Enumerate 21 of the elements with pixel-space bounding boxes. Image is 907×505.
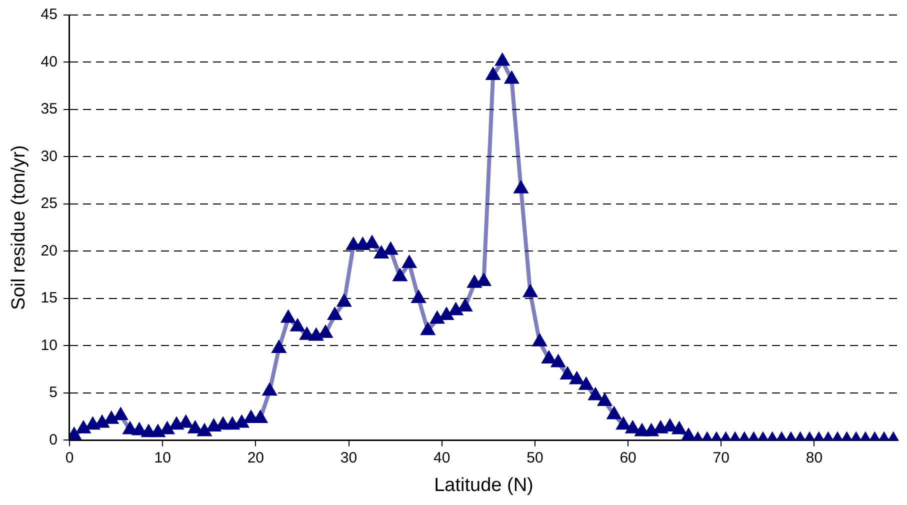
x-tick-label: 50 [526,449,544,466]
x-tick-label: 60 [620,449,636,466]
y-tick-label: 30 [40,148,58,165]
y-tick-label: 0 [49,431,58,448]
y-tick-label: 35 [40,100,58,118]
y-tick-label: 15 [40,290,58,307]
y-tick-label: 5 [49,384,58,402]
y-tick-label: 40 [40,53,58,70]
y-axis-title: Soil residue (ton/yr) [8,145,30,310]
x-tick-label: 80 [806,449,823,466]
y-tick-label: 20 [40,242,58,260]
x-tick-label: 0 [65,449,74,466]
x-tick-label: 30 [340,449,358,466]
y-tick-label: 45 [40,6,58,24]
x-tick-label: 20 [247,449,264,466]
x-axis-title: Latitude (N) [434,474,534,496]
y-tick-label: 25 [40,195,58,212]
y-tick-label: 10 [40,336,58,354]
x-tick-label: 10 [154,449,171,466]
x-tick-label: 40 [434,449,450,466]
x-tick-label: 70 [712,449,730,466]
